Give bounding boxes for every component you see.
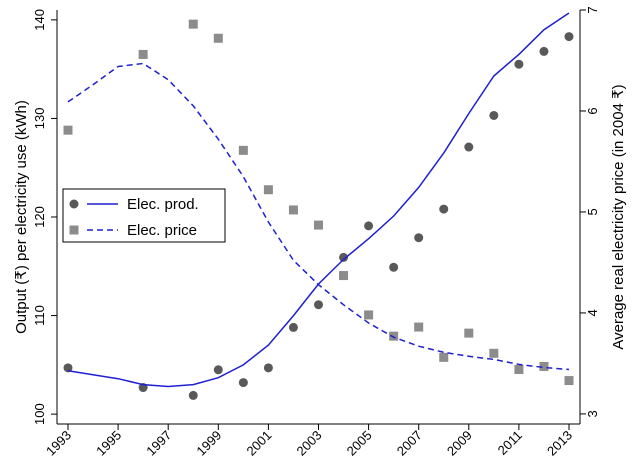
x-tick-label: 2011 (495, 428, 525, 458)
x-tick-label: 2003 (294, 428, 325, 459)
data-point-elec-price (439, 352, 449, 362)
data-point-elec-price (314, 220, 323, 230)
data-point-elec-price (389, 331, 399, 341)
data-point-elec-prod (314, 300, 323, 310)
data-point-elec-price (414, 322, 424, 332)
x-tick-label: 2007 (394, 428, 425, 459)
data-point-elec-prod (213, 365, 223, 375)
data-point-elec-prod (263, 363, 273, 373)
data-point-elec-price (564, 376, 574, 386)
data-point-elec-prod (238, 378, 248, 388)
y-left-tick-label: 130 (32, 108, 47, 130)
data-point-elec-prod (63, 363, 73, 373)
legend-box (62, 188, 226, 243)
y-left-title: Output (₹) per electricity use (kWh) (13, 100, 30, 334)
data-point-elec-price (63, 125, 73, 135)
data-point-elec-price (539, 361, 549, 371)
y-right-title: Average real electricity price (in 2004 … (610, 84, 627, 349)
y-right-tick-label: 3 (585, 410, 600, 417)
data-point-elec-prod (188, 390, 198, 400)
data-point-elec-prod (464, 142, 474, 152)
y-right-tick-label: 5 (585, 208, 600, 215)
y-right-tick-label: 4 (585, 309, 600, 316)
y-left-tick-label: 140 (32, 9, 47, 31)
data-point-elec-prod (364, 221, 374, 231)
data-point-elec-prod (339, 252, 349, 262)
data-point-elec-price (138, 49, 148, 59)
data-point-elec-price (263, 185, 273, 195)
x-tick-label: 1993 (43, 428, 74, 459)
data-point-elec-price (339, 271, 349, 281)
legend: Elec. prod. Elec. price (62, 188, 226, 243)
x-tick-label: 1995 (93, 428, 124, 459)
series-line-elec-price (67, 62, 570, 371)
data-point-elec-prod (414, 233, 424, 243)
data-point-elec-prod (389, 262, 399, 272)
y-left-tick-label: 120 (32, 206, 47, 228)
y-left-tick-label: 110 (32, 305, 47, 326)
data-point-elec-prod (514, 59, 524, 69)
data-point-elec-price (489, 348, 499, 358)
legend-label-elec-price: Elec. price (127, 222, 197, 239)
y-right-tick-label: 6 (585, 107, 600, 114)
x-tick-label: 2005 (344, 428, 375, 459)
data-point-elec-prod (288, 322, 298, 332)
data-point-elec-price (464, 328, 474, 338)
data-point-elec-price (188, 19, 198, 29)
x-tick-label: 2013 (544, 428, 575, 459)
data-point-elec-prod (489, 110, 499, 120)
series-layer (63, 12, 574, 400)
legend-marker-elec-prod (69, 199, 79, 209)
data-point-elec-prod (439, 204, 449, 214)
y-right-tick-label: 7 (585, 6, 600, 13)
y-left-tick-label: 100 (32, 403, 47, 425)
data-point-elec-price (288, 205, 298, 215)
data-point-elec-price (213, 33, 223, 43)
data-point-elec-prod (539, 46, 549, 56)
data-point-elec-price (514, 364, 524, 374)
data-point-elec-price (364, 310, 374, 320)
legend-label-elec-prod: Elec. prod. (127, 196, 199, 213)
x-tick-label: 2009 (444, 428, 475, 459)
legend-marker-elec-price (69, 225, 79, 235)
x-tick-label: 1997 (143, 428, 174, 459)
x-tick-label: 1999 (193, 428, 224, 459)
data-point-elec-prod (564, 32, 574, 42)
data-point-elec-price (238, 145, 248, 155)
x-tick-label: 2001 (243, 428, 274, 459)
